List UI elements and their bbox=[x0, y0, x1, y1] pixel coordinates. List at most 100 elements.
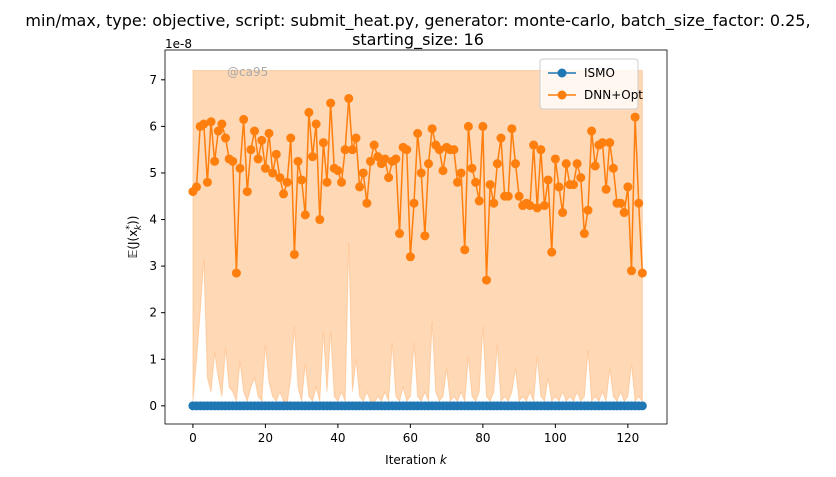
data-point bbox=[293, 156, 303, 166]
data-point bbox=[413, 128, 423, 138]
data-point bbox=[192, 182, 202, 192]
data-point bbox=[572, 159, 582, 169]
data-point bbox=[637, 401, 647, 411]
x-tick-label: 120 bbox=[616, 431, 639, 445]
data-point bbox=[409, 198, 419, 208]
data-point bbox=[460, 245, 470, 255]
y-tick-label: 4 bbox=[149, 213, 157, 227]
y-tick-label: 2 bbox=[149, 306, 157, 320]
data-point bbox=[456, 168, 466, 178]
data-point bbox=[579, 229, 589, 239]
data-point bbox=[304, 107, 314, 117]
y-axis-label-text: )) bbox=[126, 216, 140, 225]
min-max-band bbox=[192, 69, 643, 405]
data-point bbox=[268, 168, 278, 178]
legend-label: DNN+Opt bbox=[584, 88, 643, 102]
data-point bbox=[623, 182, 633, 192]
y-offset-label: 1e-8 bbox=[165, 37, 192, 51]
data-point bbox=[514, 191, 524, 201]
data-point bbox=[347, 145, 357, 155]
data-point bbox=[478, 121, 488, 131]
x-tick-label: 80 bbox=[475, 431, 490, 445]
data-point bbox=[467, 163, 477, 173]
data-point bbox=[510, 159, 520, 169]
data-point bbox=[532, 203, 542, 213]
data-point bbox=[391, 154, 401, 164]
data-point bbox=[384, 173, 394, 183]
data-point bbox=[242, 187, 252, 197]
y-axis-label: 𝔼(J(x*k)) bbox=[125, 216, 144, 259]
data-point bbox=[257, 135, 267, 145]
data-point bbox=[253, 154, 263, 164]
data-point bbox=[380, 154, 390, 164]
data-point bbox=[213, 126, 223, 136]
x-tick-label: 20 bbox=[258, 431, 273, 445]
data-point bbox=[587, 126, 597, 136]
data-point bbox=[492, 159, 502, 169]
data-point bbox=[199, 119, 209, 129]
data-point bbox=[369, 140, 379, 150]
data-point bbox=[250, 126, 260, 136]
data-point bbox=[340, 145, 350, 155]
data-point bbox=[289, 249, 299, 259]
data-point bbox=[583, 205, 593, 215]
data-point bbox=[221, 133, 231, 143]
data-point bbox=[206, 117, 216, 127]
legend-marker bbox=[557, 68, 567, 78]
y-tick-label: 6 bbox=[149, 119, 157, 133]
data-point bbox=[601, 184, 611, 194]
data-point bbox=[366, 156, 376, 166]
data-point bbox=[395, 229, 405, 239]
y-axis-label-text: k bbox=[134, 224, 144, 230]
data-point bbox=[550, 154, 560, 164]
x-tick-label: 0 bbox=[189, 431, 197, 445]
data-point bbox=[286, 133, 296, 143]
data-point bbox=[344, 93, 354, 103]
data-point bbox=[202, 177, 212, 187]
data-point bbox=[362, 198, 372, 208]
data-point bbox=[246, 145, 256, 155]
data-point bbox=[616, 198, 626, 208]
data-point bbox=[637, 268, 647, 278]
data-point bbox=[402, 145, 412, 155]
data-point bbox=[355, 182, 365, 192]
data-point bbox=[539, 201, 549, 211]
data-point bbox=[373, 152, 383, 162]
data-point bbox=[300, 210, 310, 220]
data-point bbox=[590, 161, 600, 171]
data-point bbox=[217, 119, 227, 129]
data-point bbox=[496, 133, 506, 143]
data-point bbox=[634, 198, 644, 208]
y-tick-label: 0 bbox=[149, 399, 157, 413]
data-point bbox=[239, 114, 249, 124]
data-point bbox=[315, 215, 325, 225]
data-point bbox=[438, 166, 448, 176]
data-point bbox=[507, 124, 517, 134]
data-point bbox=[231, 268, 241, 278]
data-point bbox=[358, 168, 368, 178]
data-point bbox=[235, 163, 245, 173]
data-point bbox=[630, 112, 640, 122]
data-point bbox=[279, 189, 289, 199]
data-point bbox=[485, 180, 495, 190]
data-point bbox=[525, 201, 535, 211]
y-tick-label: 3 bbox=[149, 259, 157, 273]
data-point bbox=[474, 196, 484, 206]
data-point bbox=[529, 140, 539, 150]
data-point bbox=[568, 180, 578, 190]
data-point bbox=[297, 175, 307, 185]
data-point bbox=[427, 124, 437, 134]
data-point bbox=[547, 247, 557, 257]
x-axis-label-text: k bbox=[440, 453, 448, 467]
data-point bbox=[449, 145, 459, 155]
plot-frame bbox=[164, 49, 668, 425]
data-point bbox=[463, 121, 473, 131]
x-axis-label-text: Iteration bbox=[385, 453, 440, 467]
data-point bbox=[337, 177, 347, 187]
x-tick-label: 60 bbox=[403, 431, 418, 445]
data-point bbox=[416, 168, 426, 178]
data-point bbox=[605, 138, 615, 148]
data-point bbox=[333, 166, 343, 176]
data-point bbox=[626, 266, 636, 276]
y-axis-label-text: * bbox=[125, 225, 135, 230]
